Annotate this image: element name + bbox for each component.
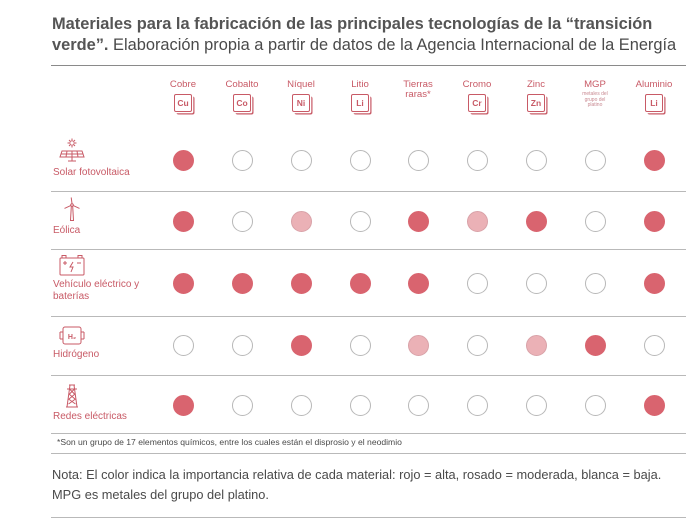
- power-tower-icon: [66, 384, 78, 408]
- importance-dot: [407, 149, 429, 171]
- element-symbol-box: Li: [645, 94, 663, 112]
- row-divider: [51, 433, 686, 434]
- importance-dot: [466, 334, 488, 356]
- importance-dot: [290, 394, 312, 416]
- hydrogen-symbol: H₂: [68, 334, 76, 341]
- importance-dot: [290, 149, 312, 171]
- column-name: Zinc: [526, 79, 546, 90]
- row-label: Vehículo eléctrico y baterías: [53, 279, 140, 302]
- figure-title: Materiales para la fabricación de las pr…: [52, 14, 682, 56]
- column-name: Níquel: [287, 79, 315, 90]
- importance-dot: [466, 272, 488, 294]
- importance-dot: [466, 394, 488, 416]
- importance-dot: [466, 149, 488, 171]
- importance-dot: [172, 394, 194, 416]
- column-name: Cobre: [169, 79, 197, 90]
- column-header: Cromo: [447, 80, 507, 90]
- column-name: Litio: [351, 79, 369, 90]
- column-name: Tierras raras*: [403, 79, 433, 100]
- importance-dot: [407, 394, 429, 416]
- row-label: Solar fotovoltaica: [53, 167, 130, 178]
- importance-dot: [231, 334, 253, 356]
- importance-dot: [584, 394, 606, 416]
- column-header: Litio: [330, 80, 390, 90]
- importance-dot: [172, 149, 194, 171]
- importance-dot: [525, 149, 547, 171]
- importance-dot: [407, 334, 429, 356]
- importance-dot: [231, 210, 253, 232]
- row-label: Redes eléctricas: [53, 411, 127, 422]
- row-divider: [51, 249, 686, 250]
- row-label: Eólica: [53, 225, 81, 236]
- element-symbol-box: Li: [351, 94, 369, 112]
- element-symbol-box: Cu: [174, 94, 192, 112]
- importance-dot: [525, 394, 547, 416]
- wind-turbine-icon: [64, 197, 80, 221]
- importance-dot: [525, 210, 547, 232]
- importance-dot: [349, 272, 371, 294]
- footnote: *Son un grupo de 17 elementos químicos, …: [57, 437, 402, 447]
- importance-dot: [172, 272, 194, 294]
- importance-dot: [466, 210, 488, 232]
- element-symbol-box: Cr: [468, 94, 486, 112]
- importance-dot: [643, 334, 665, 356]
- note-text: Nota: El color indica la importancia rel…: [52, 467, 662, 502]
- importance-dot: [231, 394, 253, 416]
- importance-dot: [231, 272, 253, 294]
- top-rule: [51, 65, 686, 66]
- column-name: MGP: [584, 79, 606, 90]
- importance-dot: [349, 149, 371, 171]
- importance-dot: [290, 272, 312, 294]
- importance-dot: [407, 210, 429, 232]
- importance-dot: [643, 210, 665, 232]
- row-divider: [51, 453, 686, 454]
- hydrogen-tank-icon: H₂: [59, 326, 85, 345]
- importance-dot: [525, 334, 547, 356]
- importance-dot: [643, 149, 665, 171]
- column-header: Cobalto: [212, 80, 272, 90]
- column-header: Zinc: [506, 80, 566, 90]
- row-divider: [51, 316, 686, 317]
- column-header: Aluminio: [624, 80, 684, 90]
- title-bold: Materiales para la fabricación de las pr…: [52, 15, 653, 54]
- solar-panel-icon: [59, 138, 85, 162]
- column-header: MGP metales del grupo del platino: [565, 80, 625, 109]
- column-subtitle: metales del grupo del platino: [582, 91, 608, 108]
- row-label: Hidrógeno: [53, 349, 100, 360]
- battery-icon: [59, 255, 85, 276]
- column-header: Cobre: [153, 80, 213, 90]
- bottom-rule: [51, 517, 686, 518]
- row-divider: [51, 375, 686, 376]
- element-symbol-box: Co: [233, 94, 251, 112]
- importance-dot: [290, 210, 312, 232]
- row-divider: [51, 191, 686, 192]
- element-symbol-box: Zn: [527, 94, 545, 112]
- element-symbol-box: Ni: [292, 94, 310, 112]
- importance-dot: [290, 334, 312, 356]
- importance-dot: [643, 272, 665, 294]
- importance-dot: [584, 210, 606, 232]
- importance-dot: [349, 334, 371, 356]
- importance-dot: [643, 394, 665, 416]
- importance-dot: [407, 272, 429, 294]
- importance-dot: [172, 210, 194, 232]
- column-name: Aluminio: [635, 79, 673, 90]
- column-header: Níquel: [271, 80, 331, 90]
- importance-dot: [584, 272, 606, 294]
- importance-dot: [172, 334, 194, 356]
- importance-dot: [584, 334, 606, 356]
- importance-dot: [525, 272, 547, 294]
- importance-dot: [349, 394, 371, 416]
- importance-dot: [349, 210, 371, 232]
- column-name: Cromo: [462, 79, 492, 90]
- title-rest: Elaboración propia a partir de datos de …: [108, 36, 677, 54]
- column-header: Tierras raras*: [388, 80, 448, 100]
- importance-dot: [231, 149, 253, 171]
- importance-dot: [584, 149, 606, 171]
- column-name: Cobalto: [225, 79, 259, 90]
